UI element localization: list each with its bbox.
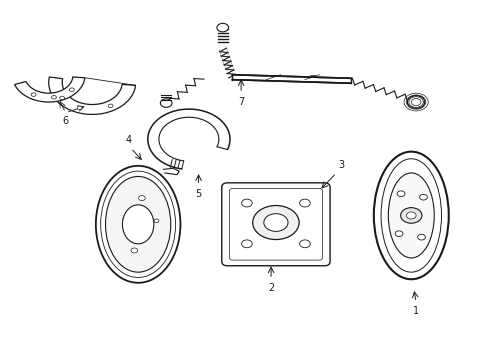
- Circle shape: [154, 219, 159, 222]
- Circle shape: [419, 194, 427, 200]
- Ellipse shape: [373, 152, 448, 279]
- Circle shape: [299, 240, 309, 248]
- Text: 5: 5: [195, 189, 201, 199]
- Circle shape: [400, 208, 421, 223]
- Ellipse shape: [387, 173, 433, 258]
- Circle shape: [394, 231, 402, 237]
- Circle shape: [138, 195, 145, 201]
- Circle shape: [160, 99, 172, 107]
- Circle shape: [131, 248, 138, 253]
- Circle shape: [299, 199, 309, 207]
- Ellipse shape: [105, 176, 170, 272]
- Text: 1: 1: [412, 306, 418, 316]
- FancyBboxPatch shape: [229, 189, 322, 260]
- Circle shape: [264, 214, 287, 231]
- Ellipse shape: [122, 205, 154, 244]
- Polygon shape: [147, 109, 229, 169]
- Circle shape: [406, 212, 415, 219]
- Ellipse shape: [101, 171, 175, 278]
- Circle shape: [77, 106, 82, 109]
- Circle shape: [217, 23, 228, 32]
- Circle shape: [396, 191, 404, 197]
- Text: 7: 7: [238, 97, 244, 107]
- Circle shape: [51, 95, 56, 99]
- Circle shape: [241, 199, 252, 207]
- Circle shape: [69, 88, 74, 91]
- Polygon shape: [15, 77, 84, 102]
- Circle shape: [108, 104, 113, 108]
- Circle shape: [407, 96, 424, 108]
- Circle shape: [417, 234, 425, 240]
- FancyBboxPatch shape: [222, 183, 329, 266]
- Text: 3: 3: [338, 160, 344, 170]
- Circle shape: [252, 206, 299, 239]
- Circle shape: [60, 96, 64, 100]
- Text: 6: 6: [62, 116, 68, 126]
- Circle shape: [31, 93, 36, 96]
- Circle shape: [241, 240, 252, 248]
- Polygon shape: [49, 77, 135, 114]
- Text: 2: 2: [267, 283, 274, 293]
- Ellipse shape: [380, 159, 441, 272]
- Ellipse shape: [96, 166, 180, 283]
- Text: 4: 4: [125, 135, 131, 145]
